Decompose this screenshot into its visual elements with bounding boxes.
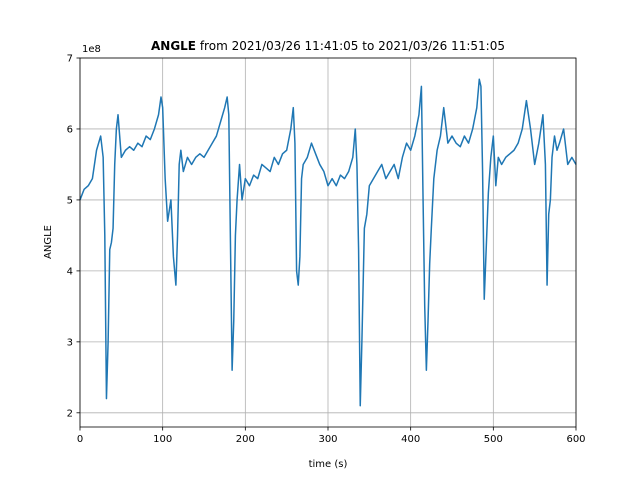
- y-axis-label: ANGLE: [43, 225, 54, 259]
- x-axis: 0 100 200 300 400 500 600: [77, 427, 586, 445]
- y-tick-label: 5: [67, 195, 73, 206]
- chart-title: ANGLE from 2021/03/26 11:41:05 to 2021/0…: [151, 39, 505, 53]
- y-tick-label: 4: [67, 266, 73, 277]
- y-tick-label: 3: [67, 337, 73, 348]
- y-offset-text: 1e8: [82, 44, 101, 55]
- x-tick-label: 500: [484, 434, 503, 445]
- y-axis: 2 3 4 5 6 7: [67, 54, 80, 419]
- x-tick-label: 100: [153, 434, 172, 445]
- x-tick-label: 600: [566, 434, 585, 445]
- x-tick-label: 0: [77, 434, 83, 445]
- x-tick-label: 200: [236, 434, 255, 445]
- x-axis-label: time (s): [309, 459, 348, 470]
- series-line: [79, 78, 577, 407]
- series-layer: [79, 78, 577, 407]
- y-tick-label: 2: [67, 408, 73, 419]
- y-tick-label: 6: [67, 124, 73, 135]
- x-tick-label: 400: [401, 434, 420, 445]
- y-tick-label: 7: [67, 54, 73, 65]
- chart-title-bold: ANGLE: [151, 39, 196, 53]
- x-tick-label: 300: [318, 434, 337, 445]
- chart-title-rest: from 2021/03/26 11:41:05 to 2021/03/26 1…: [196, 39, 505, 53]
